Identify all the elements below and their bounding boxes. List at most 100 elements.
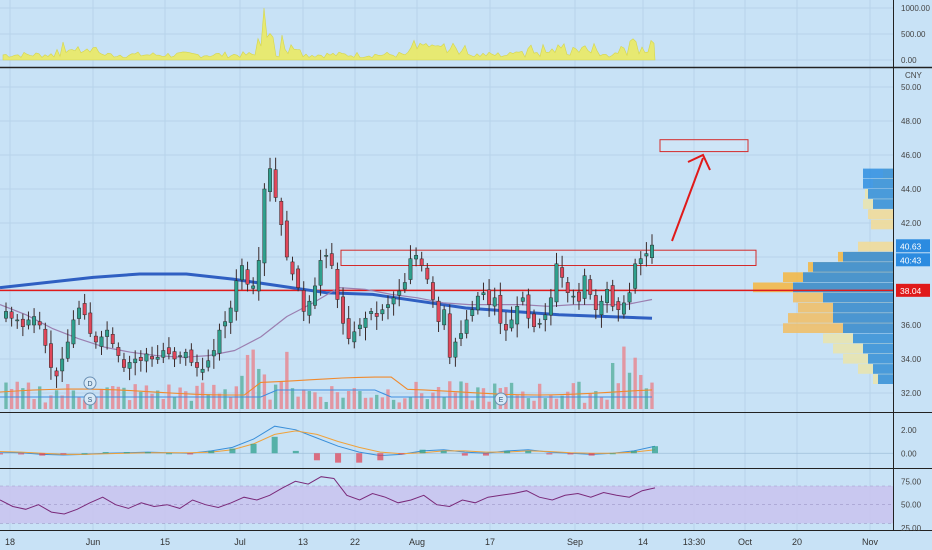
profile-bar-inner (863, 168, 893, 179)
volume-bar (223, 389, 227, 409)
candle-body (26, 319, 31, 326)
candle-body (498, 294, 503, 324)
profile-bar-inner (853, 333, 893, 344)
candle-body (296, 268, 301, 288)
y-tick-label: 1000.00 (901, 4, 930, 13)
volume-bar (639, 374, 643, 409)
volume-bar (105, 387, 109, 409)
volume-bar (481, 388, 486, 409)
volume-bar (448, 381, 452, 409)
volume-bar (588, 393, 592, 409)
volume-bar (77, 396, 81, 409)
x-tick-label: Aug (409, 537, 425, 547)
volume-bar (476, 387, 480, 409)
candle-body (357, 324, 362, 330)
macd-histogram-bar (567, 453, 574, 455)
profile-bar (783, 323, 893, 333)
candle-body (4, 311, 8, 319)
candle-body (537, 323, 542, 325)
volume-bar (537, 383, 542, 409)
volume-bar (324, 401, 328, 409)
volume-bar (470, 400, 474, 409)
volume-bar (318, 396, 323, 409)
volume-bar (139, 391, 143, 409)
candle-body (178, 355, 183, 357)
volume-bar (391, 399, 396, 409)
candle-body (105, 329, 110, 337)
candle-body (504, 324, 508, 331)
macd-histogram-bar (377, 453, 384, 461)
y-tick-label: 0.00 (901, 449, 917, 458)
profile-bar-inner (833, 302, 893, 313)
volume-bar (644, 388, 649, 409)
profile-bar-inner (873, 364, 893, 374)
macd-histogram-bar (546, 453, 553, 455)
volume-bar (268, 399, 272, 409)
candle-body (301, 290, 306, 312)
candle-body (217, 329, 222, 354)
volume-bar (403, 398, 407, 409)
volume-bar (633, 357, 637, 409)
candle-body (32, 316, 37, 326)
volume-bar (200, 382, 205, 409)
volume-bar (397, 402, 401, 409)
x-tick-label: Jun (86, 537, 101, 547)
profile-bar-inner (868, 353, 893, 364)
macd-histogram-bar (482, 453, 489, 456)
candle-body (150, 356, 154, 360)
y-tick-label: 50.00 (901, 83, 922, 92)
volume-bar (26, 382, 31, 409)
volume-bar (127, 400, 132, 409)
volume-bar (94, 396, 98, 409)
event-marker-label: S (88, 397, 93, 404)
y-tick-label: 34.00 (901, 355, 922, 364)
event-marker (494, 392, 508, 406)
volume-ma-line (0, 389, 652, 398)
candle-body (256, 260, 261, 292)
candle-body (644, 253, 649, 257)
volume-bar (358, 391, 362, 409)
volume-bar (582, 402, 587, 409)
candle-body (43, 328, 48, 346)
macd-histogram-bar (144, 452, 151, 454)
volume-bar (464, 382, 469, 409)
x-tick-label: 14 (638, 537, 648, 547)
volume-bar (453, 392, 458, 409)
macd-histogram-bar (630, 450, 637, 454)
event-marker (83, 376, 97, 390)
macd-histogram-bar (0, 453, 3, 455)
candle-body (234, 280, 239, 312)
y-tick-label: 25.00 (901, 524, 922, 533)
arrow-shaft (671, 157, 704, 242)
candle-body (273, 169, 278, 198)
candle-body (228, 307, 233, 323)
candle-body (268, 168, 272, 192)
y-tick-label: 48.00 (901, 117, 922, 126)
candle-body (352, 331, 357, 343)
candle-body (251, 285, 256, 289)
macd-panel (0, 425, 893, 463)
candle-body (397, 290, 402, 296)
volume-bar (554, 398, 559, 409)
volume-bar (257, 368, 261, 409)
volume-bars: D S E (0, 346, 654, 409)
volume-bar (386, 389, 390, 409)
volume-bar (251, 349, 255, 409)
volume-bar (369, 397, 373, 409)
profile-bar-inner (823, 292, 893, 303)
volume-bar (71, 390, 76, 409)
profile-bar-inner (833, 313, 893, 323)
profile-bar-inner (813, 262, 893, 272)
candle-body (515, 306, 520, 325)
candle-body (200, 368, 205, 373)
volume-bar (229, 397, 233, 409)
y-tick-label: 32.00 (901, 389, 922, 398)
y-tick-label: 0.00 (901, 56, 917, 65)
candle-body (346, 318, 351, 339)
volume-bar (605, 399, 609, 409)
candle-body (442, 309, 447, 326)
volume-bar (150, 393, 154, 409)
volume-bar (549, 395, 553, 409)
volume-bar (459, 381, 463, 409)
candle-body (262, 188, 267, 264)
